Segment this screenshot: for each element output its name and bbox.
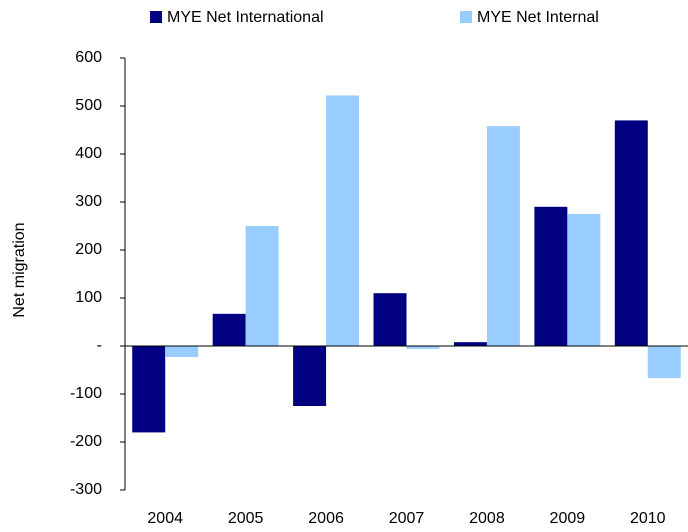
- x-tick-label: 2007: [389, 510, 425, 527]
- x-tick-label: 2010: [630, 510, 666, 527]
- legend-label: MYE Net International: [167, 9, 324, 26]
- x-tick-label: 2005: [228, 510, 264, 527]
- bar: [614, 120, 648, 347]
- bar: [486, 126, 520, 346]
- bar: [212, 313, 246, 346]
- bar: [373, 293, 407, 346]
- bar: [453, 342, 487, 346]
- x-tick-label: 2004: [147, 510, 183, 527]
- x-tick-label: 2006: [308, 510, 344, 527]
- y-tick-label: -100: [70, 385, 102, 402]
- bar: [406, 346, 440, 349]
- y-axis-label: Net migration: [11, 222, 28, 317]
- legend-swatch: [150, 11, 162, 23]
- bar: [293, 346, 327, 406]
- x-tick-label: 2008: [469, 510, 505, 527]
- bar: [567, 214, 601, 346]
- y-tick-label: 100: [75, 289, 102, 306]
- bar: [132, 346, 166, 433]
- bar: [647, 346, 681, 379]
- bar: [534, 206, 568, 346]
- y-tick-label: 300: [75, 193, 102, 210]
- y-tick-label: 400: [75, 145, 102, 162]
- bar: [165, 346, 199, 358]
- y-tick-label: -300: [70, 481, 102, 498]
- legend-label: MYE Net Internal: [477, 9, 599, 26]
- y-tick-label: 500: [75, 97, 102, 114]
- y-tick-label: -200: [70, 433, 102, 450]
- bar: [326, 95, 360, 346]
- y-tick-label: -: [97, 337, 102, 354]
- y-tick-label: 600: [75, 49, 102, 66]
- x-tick-label: 2009: [550, 510, 586, 527]
- bar: [245, 226, 279, 346]
- y-tick-label: 200: [75, 241, 102, 258]
- legend-swatch: [460, 11, 472, 23]
